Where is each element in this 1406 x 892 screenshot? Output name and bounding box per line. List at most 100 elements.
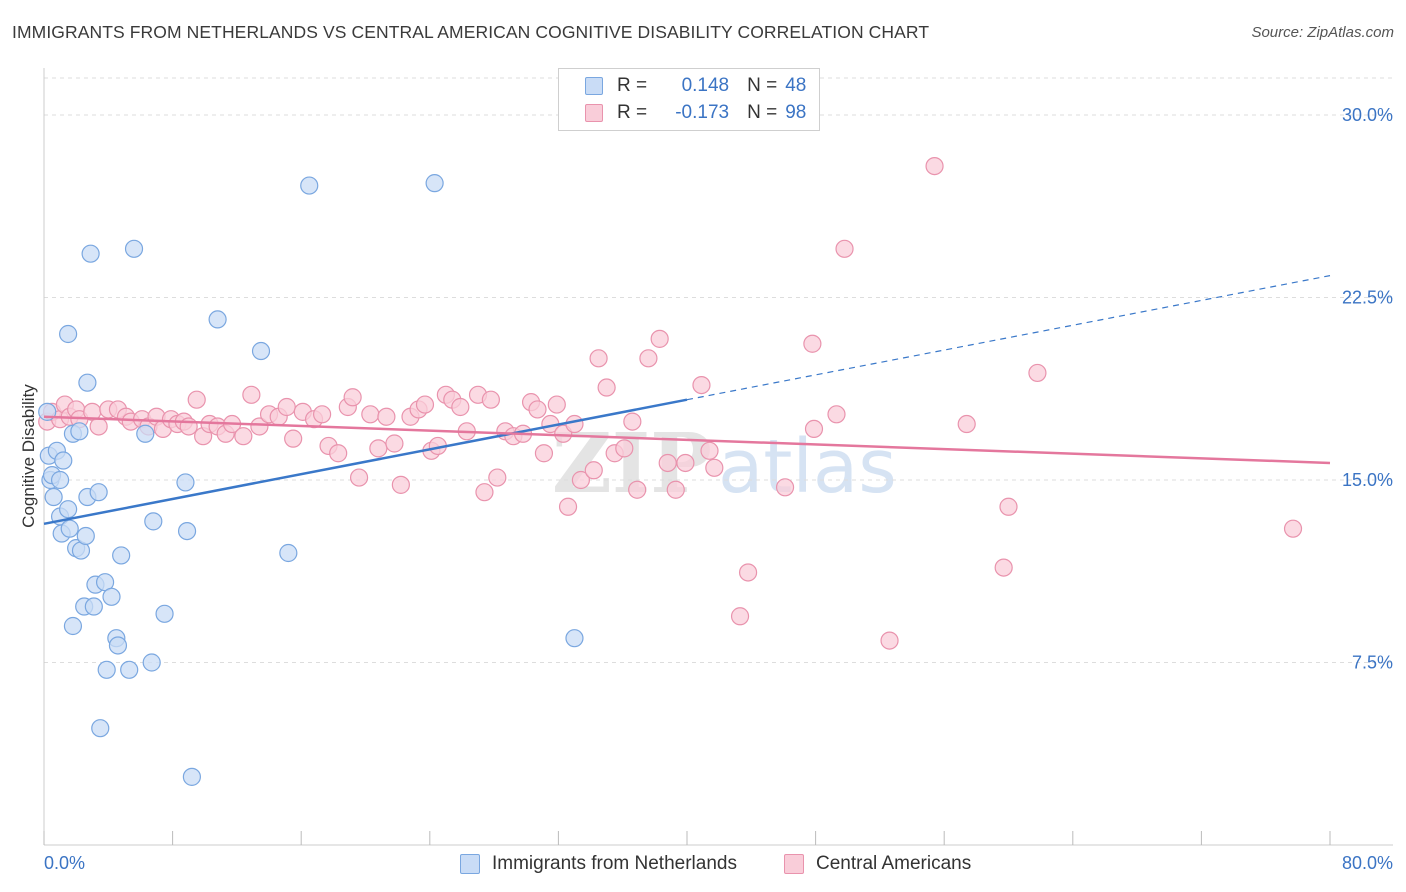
central-americans-point: [284, 429, 303, 448]
central-americans-point: [234, 427, 253, 446]
central-americans-point: [349, 468, 369, 487]
central-americans-point: [584, 461, 603, 480]
netherlands-point: [81, 244, 100, 263]
central-americans-point: [475, 483, 494, 502]
netherlands-point: [97, 660, 116, 679]
legend-swatch-blue: [585, 77, 603, 95]
netherlands-point: [59, 500, 78, 519]
chart-title: IMMIGRANTS FROM NETHERLANDS VS CENTRAL A…: [12, 22, 930, 42]
legend-n-label: N =: [747, 75, 778, 96]
trend-lines: [43, 275, 1331, 526]
central-americans-point: [666, 480, 685, 499]
central-americans-points: [38, 157, 1303, 650]
central-americans-point: [571, 470, 591, 490]
central-americans-point: [391, 475, 410, 494]
netherlands-point: [70, 422, 89, 441]
central-americans-point: [738, 563, 758, 582]
netherlands-point: [63, 616, 83, 636]
y-axis-label: Cognitive Disability: [19, 384, 38, 528]
netherlands-point: [182, 767, 201, 786]
netherlands-point: [208, 310, 227, 329]
netherlands-point: [84, 597, 103, 616]
central-americans-point: [415, 395, 435, 414]
central-americans-point: [312, 405, 332, 424]
central-americans-point: [639, 349, 658, 368]
central-americans-point: [589, 349, 608, 368]
central-americans-point: [705, 458, 724, 477]
series-swatch-blue: [460, 854, 480, 874]
central-americans-point: [775, 478, 795, 497]
series-name-central-americans: Central Americans: [816, 853, 972, 874]
netherlands-point: [144, 512, 163, 531]
netherlands-point: [251, 341, 271, 361]
central-americans-point: [957, 414, 976, 434]
netherlands-trend-line: [43, 398, 688, 526]
central-americans-point: [1028, 363, 1047, 383]
central-americans-point: [692, 376, 711, 395]
netherlands-point: [124, 239, 144, 258]
netherlands-point: [120, 660, 139, 679]
central-americans-point: [835, 239, 854, 258]
series-legend-netherlands: Immigrants from Netherlands: [460, 851, 737, 877]
netherlands-trend-extension: [686, 275, 1331, 401]
central-americans-point: [361, 405, 380, 424]
series-name-netherlands: Immigrants from Netherlands: [492, 853, 737, 874]
central-americans-point: [385, 434, 404, 453]
y-tick-label: 15.0%: [1342, 470, 1393, 490]
central-americans-point: [242, 385, 261, 404]
legend-n-value: 98: [785, 102, 807, 123]
legend-r-label: R =: [617, 75, 648, 96]
source-label: Source: ZipAtlas.com: [1251, 24, 1394, 41]
correlation-legend: R = 0.148 N = 48 R = -0.173 N = 98: [558, 68, 820, 131]
central-americans-point: [827, 405, 846, 424]
axes: 7.5% 15.0% 22.5% 30.0%: [43, 68, 1393, 846]
netherlands-point: [177, 521, 197, 541]
central-americans-point: [700, 441, 719, 460]
central-americans-point: [804, 419, 824, 438]
central-americans-point: [628, 480, 647, 499]
central-americans-point: [534, 444, 554, 463]
central-americans-point: [880, 631, 899, 650]
central-americans-point: [187, 390, 206, 409]
central-americans-point: [565, 414, 584, 434]
central-americans-point: [547, 395, 566, 414]
netherlands-point: [425, 174, 444, 193]
central-americans-point: [250, 417, 269, 436]
central-americans-point: [377, 407, 396, 426]
netherlands-point: [102, 587, 121, 606]
central-americans-point: [803, 334, 822, 353]
central-americans-trend-line: [43, 415, 1331, 465]
central-americans-point: [999, 497, 1018, 516]
central-americans-point: [623, 412, 642, 431]
central-americans-point: [650, 329, 669, 348]
netherlands-point: [155, 604, 174, 623]
central-americans-point: [369, 439, 388, 458]
central-americans-point: [488, 468, 507, 487]
netherlands-point: [136, 424, 155, 443]
central-americans-point: [925, 157, 944, 176]
central-americans-point: [89, 417, 108, 436]
watermark: ZIP atlas: [552, 416, 897, 512]
legend-row-netherlands: R = 0.148 N = 48: [585, 74, 806, 98]
central-americans-point: [597, 378, 616, 397]
legend-swatch-pink: [585, 104, 603, 122]
legend-row-central-americans: R = -0.173 N = 98: [585, 101, 806, 125]
netherlands-point: [565, 629, 584, 648]
legend-r-label: R =: [617, 102, 648, 123]
netherlands-point: [76, 526, 95, 546]
netherlands-point: [59, 324, 78, 344]
netherlands-point: [142, 653, 161, 672]
netherlands-points: [38, 174, 584, 786]
series-swatch-pink: [784, 854, 804, 874]
y-tick-label: 30.0%: [1342, 105, 1393, 125]
central-americans-point: [451, 397, 470, 417]
netherlands-point: [108, 636, 128, 655]
legend-n-label: N =: [747, 102, 778, 123]
central-americans-point: [615, 439, 634, 458]
central-americans-point: [343, 388, 362, 407]
central-americans-point: [481, 390, 500, 409]
netherlands-point: [54, 451, 73, 470]
central-americans-point: [676, 453, 695, 473]
watermark-atlas: atlas: [718, 424, 897, 510]
